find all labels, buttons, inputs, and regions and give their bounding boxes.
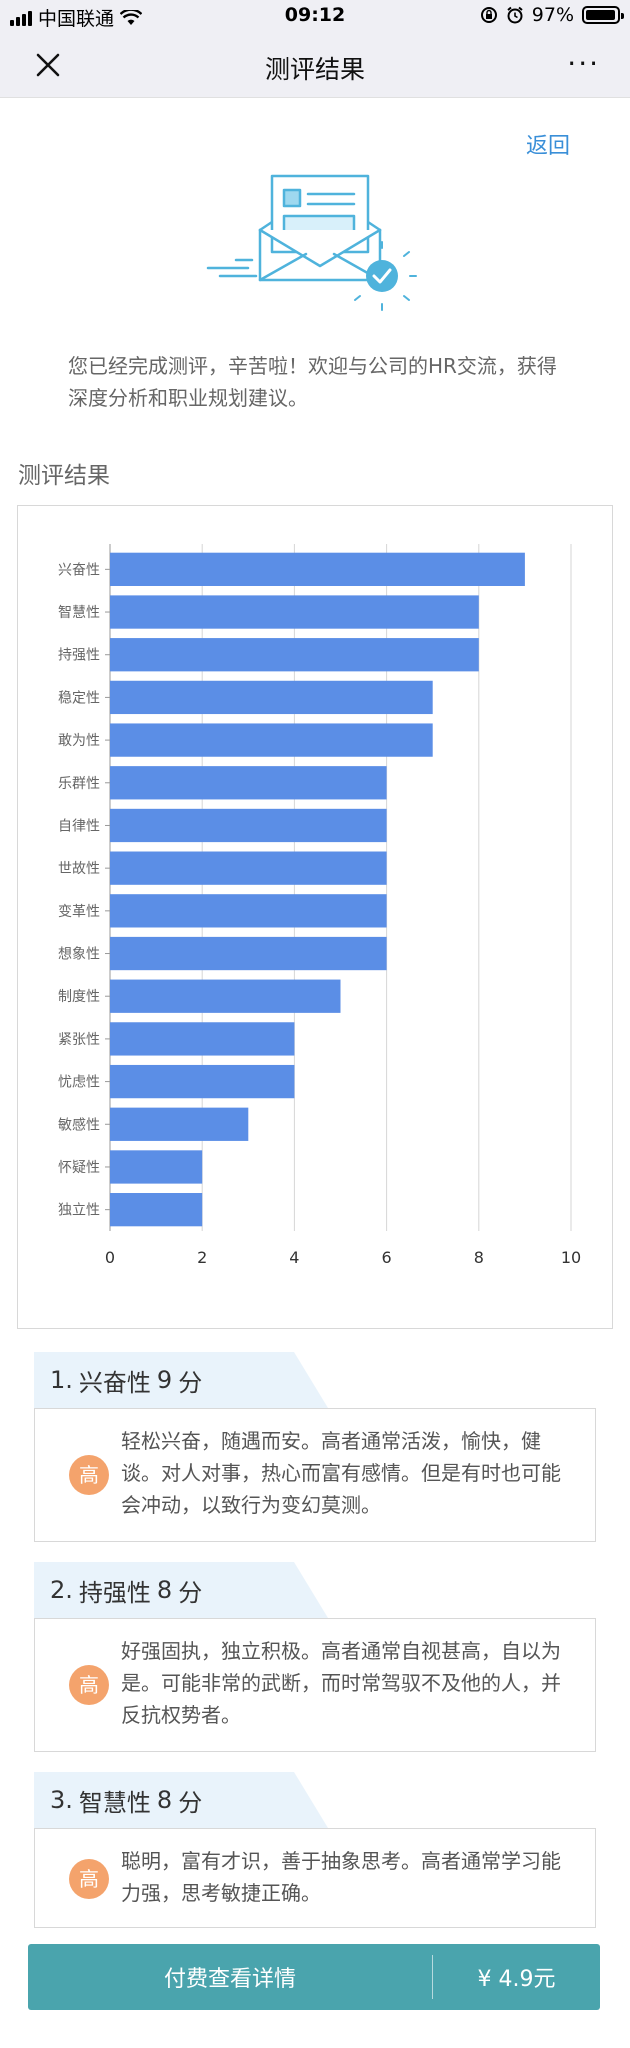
category-label: 忧虑性 [58,1075,100,1091]
x-tick-label: 10 [561,1248,581,1267]
category-label: 自律性 [58,818,100,834]
category-label: 怀疑性 [58,1160,100,1176]
bar [110,808,387,843]
back-link[interactable]: 返回 [525,134,570,159]
bar [110,638,479,672]
pay-button[interactable]: 付费查看详情 ¥ 4.9元 [28,1944,600,2010]
result-trait: 持强性 [78,1578,151,1607]
x-tick-label: 0 [105,1248,115,1267]
bar [110,1022,295,1056]
bar [110,680,433,715]
result-unit: 分 [178,1368,203,1397]
pay-label: 付费查看详情 [163,1967,296,1992]
wifi-icon [120,9,143,25]
envelope-illustration [206,174,417,311]
result-tab: 1. 兴奋性 9 分 [34,1352,328,1408]
result-score: 9 [156,1366,173,1394]
category-label: 独立性 [58,1203,100,1219]
category-label: 乐群性 [58,776,100,792]
result-score: 8 [156,1576,173,1604]
bar [110,1193,203,1227]
category-label: 变革性 [58,904,100,920]
category-label: 敢为性 [58,733,100,749]
signal-icon [10,10,32,26]
result-trait: 智慧性 [78,1788,151,1817]
rotation-lock-icon [480,7,497,23]
bar [110,979,341,1013]
category-label: 紧张性 [58,1032,100,1048]
result-tab: 2. 持强性 8 分 [34,1562,328,1618]
category-label: 敏感性 [58,1116,100,1133]
result-description: 好强固执，独立积极。高者通常自视甚高，自以为是。可能非常的武断，而时常驾驭不及他… [121,1639,561,1727]
page-title: 测评结果 [264,55,365,84]
result-chart: 0 2 4 6 8 10 兴奋性智慧性持强性稳定性敢为性乐群性自律性世故性变革性想象性制度性… [17,505,613,1329]
category-label: 制度性 [58,989,100,1005]
level-badge: 高 [69,1455,109,1495]
bar [110,851,387,885]
alarm-icon [507,6,523,24]
level-badge: 高 [69,1665,109,1705]
category-label: 想象性 [58,947,100,963]
x-tick-label: 2 [197,1248,207,1267]
result-score: 8 [156,1786,173,1814]
pay-price: ¥ 4.9元 [477,1967,556,1992]
status-right: 97% [480,4,624,26]
result-card: 1. 兴奋性 9 分 高 轻松兴奋，随遇而安。高者通常活泼，愉快，健谈。对人对事… [34,1352,596,1542]
more-menu-button[interactable]: ··· [567,47,600,80]
pay-divider [432,1955,433,1999]
battery-percent: 97% [531,4,574,26]
bar [110,1064,295,1099]
category-label: 持强性 [58,648,100,664]
bar [110,1150,203,1184]
category-label: 智慧性 [58,605,100,621]
x-tick-label: 8 [474,1248,484,1267]
result-description-box: 高 好强固执，独立积极。高者通常自视甚高，自以为是。可能非常的武断，而时常驾驭不… [34,1618,596,1752]
bar [110,723,433,757]
battery-icon [582,6,624,24]
result-description: 轻松兴奋，随遇而安。高者通常活泼，愉快，健谈。对人对事，热心而富有感情。但是有时… [121,1429,561,1517]
category-label: 兴奋性 [58,562,100,578]
bar [110,936,387,971]
carrier-label: 中国联通 [38,8,115,30]
bar [110,595,479,629]
x-tick-label: 6 [382,1248,392,1267]
result-card: 3. 智慧性 8 分 高 聪明，富有才识，善于抽象思考。高者通常学习能力强，思考… [34,1772,596,1928]
category-label: 稳定性 [58,690,100,706]
bar [110,894,387,928]
close-icon[interactable] [32,49,64,81]
result-description-box: 高 聪明，富有才识，善于抽象思考。高者通常学习能力强，思考敏捷正确。 [34,1828,596,1928]
result-tab: 3. 智慧性 8 分 [34,1772,328,1828]
status-left: 中国联通 [10,4,143,31]
x-tick-label: 4 [289,1248,299,1267]
bar [110,552,525,586]
result-unit: 分 [178,1578,203,1607]
result-card: 2. 持强性 8 分 高 好强固执，独立积极。高者通常自视甚高，自以为是。可能非… [34,1562,596,1752]
section-title: 测评结果 [18,463,110,489]
result-rank: 3. [50,1786,73,1814]
level-badge: 高 [69,1859,109,1899]
bar [110,1107,249,1141]
result-description: 聪明，富有才识，善于抽象思考。高者通常学习能力强，思考敏捷正确。 [121,1849,561,1905]
result-description-box: 高 轻松兴奋，随遇而安。高者通常活泼，愉快，健谈。对人对事，热心而富有感情。但是… [34,1408,596,1542]
result-rank: 1. [50,1366,73,1394]
nav-bar: 测评结果 ··· [0,32,630,98]
result-trait: 兴奋性 [78,1368,151,1397]
bar [110,766,387,800]
status-time: 09:12 [284,4,346,26]
intro-text: 您已经完成测评，辛苦啦！欢迎与公司的HR交流，获得深度分析和职业规划建议。 [68,354,557,410]
result-rank: 2. [50,1576,73,1604]
bar-chart: 0 2 4 6 8 10 兴奋性智慧性持强性稳定性敢为性乐群性自律性世故性变革性想象性制度性… [58,544,581,1267]
status-bar: 中国联通 09:12 97% [0,0,630,32]
category-label: 世故性 [58,861,100,877]
result-unit: 分 [178,1788,203,1817]
